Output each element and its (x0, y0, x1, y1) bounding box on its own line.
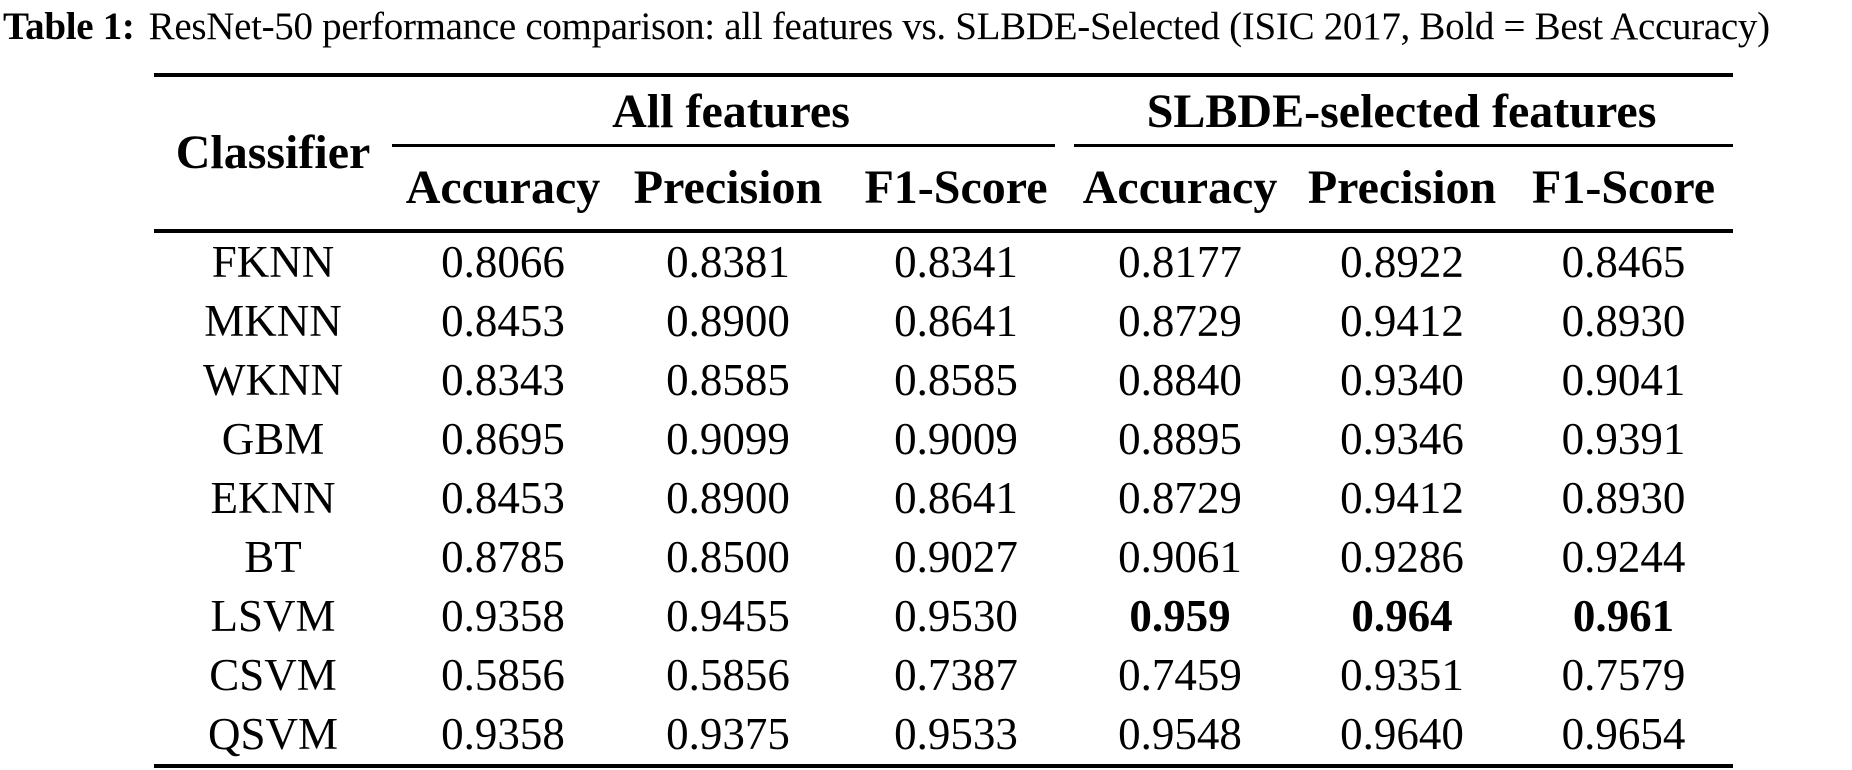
column-header-all-f1score: F1-Score (842, 147, 1071, 233)
table-cell: 0.9358 (441, 591, 565, 641)
table-row: QSVM 0.9358 0.9375 0.9533 0.9548 0.9640 … (154, 705, 1733, 766)
table-cell: 0.8381 (666, 237, 790, 287)
table-row: FKNN 0.8066 0.8381 0.8341 0.8177 0.8922 … (154, 231, 1733, 292)
classifier-name: LSVM (210, 591, 336, 641)
table-cell: 0.8895 (1118, 414, 1242, 464)
table-row: CSVM 0.5856 0.5856 0.7387 0.7459 0.9351 … (154, 646, 1733, 705)
table-cell: 0.8785 (441, 532, 565, 582)
table-cell-best-f1score: 0.961 (1572, 591, 1675, 641)
table-cell: 0.7579 (1561, 650, 1686, 700)
classifier-name: CSVM (209, 650, 337, 700)
classifier-name: QSVM (207, 709, 339, 759)
table-cell: 0.9346 (1340, 414, 1464, 464)
table-cell: 0.9455 (666, 591, 790, 641)
table-cell: 0.8465 (1561, 237, 1686, 287)
table-cell: 0.9530 (894, 591, 1018, 641)
column-header-slbde-accuracy: Accuracy (1070, 147, 1291, 233)
group-header-slbde-features: SLBDE-selected features (1070, 75, 1734, 147)
table-cell: 0.5856 (666, 650, 790, 700)
table-cell: 0.8729 (1118, 296, 1242, 346)
table-cell: 0.8840 (1118, 355, 1242, 405)
table-row: BT 0.8785 0.8500 0.9027 0.9061 0.9286 0.… (154, 528, 1733, 587)
table-cell: 0.9358 (441, 709, 565, 759)
table-row: EKNN 0.8453 0.8900 0.8641 0.8729 0.9412 … (154, 469, 1733, 528)
table-cell: 0.8343 (441, 355, 565, 405)
table-cell: 0.5856 (441, 650, 565, 700)
group-header-all-features: All features (392, 75, 1070, 147)
table-cell: 0.7459 (1118, 650, 1242, 700)
table-cell: 0.9391 (1561, 414, 1686, 464)
table-cell: 0.8695 (441, 414, 565, 464)
table-row: WKNN 0.8343 0.8585 0.8585 0.8840 0.9340 … (154, 351, 1733, 410)
table-cell: 0.9548 (1118, 709, 1242, 759)
classifier-name: BT (244, 532, 302, 582)
table-caption-text: ResNet-50 performance comparison: all fe… (148, 5, 1770, 48)
table-cell: 0.8729 (1118, 473, 1242, 523)
classifier-name: EKNN (210, 473, 336, 523)
classifier-name: WKNN (203, 355, 343, 405)
table-cell: 0.9533 (894, 709, 1018, 759)
table-row: LSVM 0.9358 0.9455 0.9530 0.959 0.964 0.… (154, 587, 1733, 646)
table-cell: 0.8585 (894, 355, 1018, 405)
table-cell: 0.9061 (1118, 532, 1242, 582)
table-row: MKNN 0.8453 0.8900 0.8641 0.8729 0.9412 … (154, 292, 1733, 351)
table-cell: 0.8177 (1118, 237, 1242, 287)
column-header-all-accuracy: Accuracy (392, 147, 614, 233)
table-cell: 0.9244 (1561, 532, 1686, 582)
table-subheader-row: Accuracy Precision F1-Score Accuracy Pre… (154, 147, 1734, 233)
table-caption: Table 1: ResNet-50 performance comparison… (3, 4, 1852, 49)
table-cell: 0.9099 (666, 414, 790, 464)
table-cell: 0.8585 (666, 355, 790, 405)
column-header-classifier: Classifier (154, 75, 392, 233)
table-group-header-row: Classifier All features SLBDE-selected f… (154, 75, 1734, 233)
table-cell-best-precision: 0.964 (1351, 591, 1453, 641)
table-cell: 0.9286 (1340, 532, 1464, 582)
table-cell-best-accuracy: 0.959 (1129, 591, 1231, 641)
table-cell: 0.8641 (894, 296, 1018, 346)
classifier-name: MKNN (204, 296, 342, 346)
table-cell: 0.8922 (1340, 237, 1464, 287)
table-cell: 0.9351 (1340, 650, 1464, 700)
table-cell: 0.9340 (1340, 355, 1464, 405)
table-cell: 0.9041 (1561, 355, 1686, 405)
column-header-all-precision: Precision (614, 147, 842, 233)
table-cell: 0.8900 (666, 473, 790, 523)
table-cell: 0.8453 (441, 296, 565, 346)
table-cell: 0.8066 (441, 237, 565, 287)
table-cell: 0.8341 (894, 237, 1018, 287)
table-row: GBM 0.8695 0.9099 0.9009 0.8895 0.9346 0… (154, 410, 1733, 469)
table-cell: 0.7387 (894, 650, 1018, 700)
table-cell: 0.9412 (1340, 296, 1464, 346)
table-cell: 0.9375 (666, 709, 790, 759)
column-header-slbde-precision: Precision (1290, 147, 1515, 233)
table-cell: 0.8930 (1561, 473, 1686, 523)
classifier-name: GBM (221, 414, 325, 464)
classifier-name: FKNN (211, 237, 335, 287)
column-header-slbde-f1score: F1-Score (1514, 147, 1734, 233)
table-cell: 0.9009 (894, 414, 1018, 464)
table-cell: 0.9654 (1561, 709, 1686, 759)
results-table: Classifier All features SLBDE-selected f… (154, 73, 1734, 768)
table-cell: 0.8900 (666, 296, 790, 346)
table-cell: 0.8930 (1561, 296, 1686, 346)
table-cell: 0.9412 (1340, 473, 1464, 523)
table-cell: 0.8641 (894, 473, 1018, 523)
table-cell: 0.9027 (894, 532, 1018, 582)
table-cell: 0.9640 (1340, 709, 1464, 759)
table-cell: 0.8453 (441, 473, 565, 523)
table-caption-label: Table 1: (3, 5, 135, 48)
table-cell: 0.8500 (666, 532, 790, 582)
